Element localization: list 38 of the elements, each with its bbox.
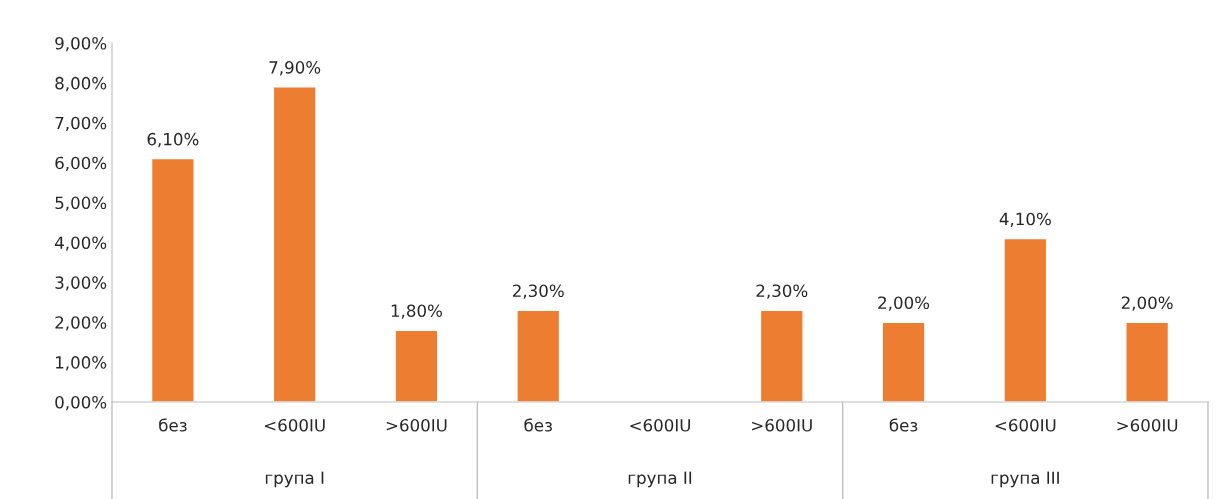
y-tick-label: 8,00% <box>55 76 107 92</box>
data-label: 4,10% <box>999 212 1051 227</box>
x-tick-label: без <box>889 418 918 432</box>
data-label: 2,30% <box>512 284 564 299</box>
data-label: 6,10% <box>147 132 199 148</box>
y-tick-label: 6,00% <box>55 156 107 171</box>
data-label: 2,30% <box>756 284 808 299</box>
bar <box>759 309 804 402</box>
bar <box>516 309 561 402</box>
bar <box>394 329 439 402</box>
x-tick-label: <600IU <box>995 418 1056 432</box>
x-tick-label: без <box>524 418 552 432</box>
x-tick-label: без <box>159 418 187 432</box>
y-tick-label: 0,00% <box>55 395 107 411</box>
y-tick-label: 1,00% <box>56 356 107 371</box>
y-tick-label: 5,00% <box>55 196 107 211</box>
x-tick-label: >600IU <box>1117 418 1178 432</box>
x-tick-label: <600IU <box>630 418 690 432</box>
text: група I <box>265 471 324 488</box>
y-tick-label: 9,00% <box>55 36 107 52</box>
data-label: 1,80% <box>391 304 442 319</box>
bar <box>881 321 926 402</box>
bar <box>1125 321 1170 402</box>
bar <box>272 86 317 402</box>
data-label: 2,00% <box>1121 296 1173 311</box>
x-tick-label: >600IU <box>752 418 812 432</box>
x-tick-label: >600IU <box>386 418 447 432</box>
y-tick-label: 2,00% <box>55 316 107 331</box>
data-label: 7,90% <box>269 61 321 76</box>
text: група II <box>628 471 692 488</box>
data-label: 2,00% <box>878 296 930 311</box>
bar <box>1003 237 1048 402</box>
text: група III <box>991 471 1059 488</box>
y-tick-label: 3,00% <box>55 276 107 291</box>
x-tick-label: <600IU <box>264 418 325 432</box>
y-tick-label: 4,00% <box>55 236 107 251</box>
y-tick-label: 7,00% <box>55 116 107 132</box>
bar <box>150 157 195 402</box>
